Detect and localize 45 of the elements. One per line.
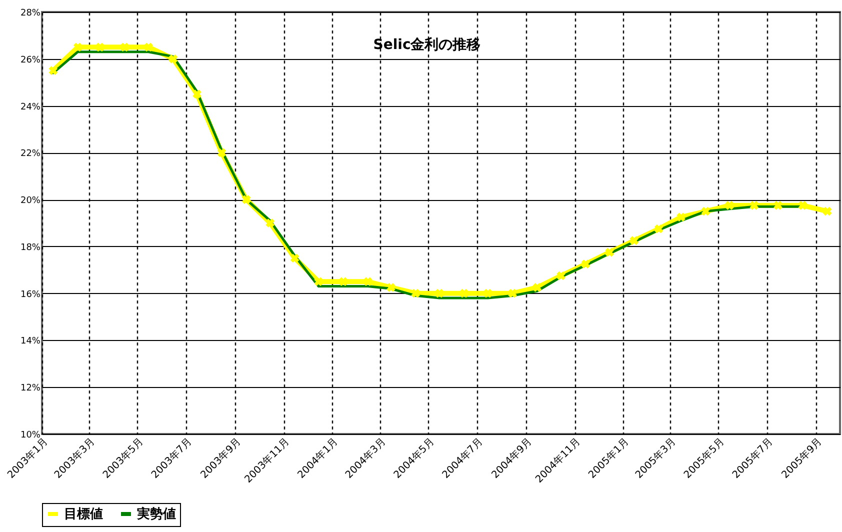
point [750, 200, 759, 210]
point [460, 288, 468, 298]
point [363, 277, 372, 286]
legend-label: 実勢値 [136, 506, 176, 522]
point [96, 42, 104, 52]
y-tick-label: 28% [20, 8, 41, 18]
y-tick-label: 22% [20, 149, 41, 160]
point [242, 195, 251, 204]
point [701, 206, 710, 216]
point [605, 248, 614, 257]
point [630, 236, 639, 246]
point [556, 271, 566, 280]
point [581, 260, 590, 268]
point [338, 277, 348, 286]
point [48, 66, 58, 76]
point [822, 206, 832, 216]
point [168, 54, 178, 64]
y-tick-label: 26% [20, 55, 41, 66]
point [120, 42, 130, 52]
y-tick-label: 24% [20, 102, 41, 112]
point [386, 283, 396, 292]
point [192, 90, 202, 98]
point [508, 288, 517, 298]
y-tick-label: 16% [20, 290, 41, 300]
point [654, 224, 664, 234]
point [774, 200, 782, 210]
point [73, 42, 82, 52]
y-tick-label: 12% [20, 384, 41, 394]
y-tick-label: 18% [20, 242, 41, 253]
point [290, 254, 300, 263]
y-tick-label: 10% [20, 430, 41, 440]
point [144, 42, 153, 52]
point [314, 277, 324, 286]
point [434, 288, 444, 298]
point [411, 288, 420, 298]
point [725, 200, 734, 210]
legend-label: 目標値 [64, 507, 103, 522]
y-tick-label: 20% [20, 196, 41, 206]
point [798, 200, 808, 210]
point [217, 148, 226, 158]
point [266, 218, 275, 228]
point [532, 283, 542, 292]
point [676, 212, 686, 222]
y-tick-label: 14% [20, 336, 41, 347]
point [483, 288, 492, 298]
